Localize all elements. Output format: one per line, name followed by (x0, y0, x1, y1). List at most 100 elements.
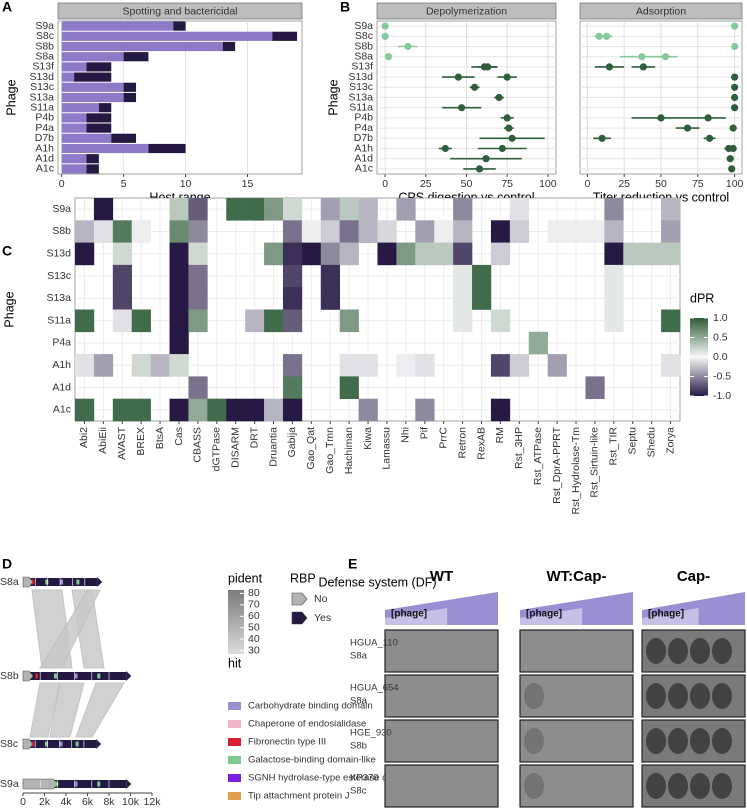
heat-cell (301, 242, 322, 266)
domain-box (74, 673, 78, 679)
y-tick-label: S8a (354, 50, 373, 62)
x-tick-label: 25 (420, 178, 432, 190)
heat-cell (453, 242, 473, 266)
heat-cell (131, 398, 151, 422)
colorbar-label: 0.5 (713, 331, 728, 343)
y-tick-label: A1c (53, 404, 71, 416)
x-tick-label: RexAB (475, 427, 487, 460)
gene-no (22, 778, 60, 790)
bar (123, 82, 137, 92)
point (729, 144, 737, 153)
heat-cell (188, 376, 208, 399)
gene-no (22, 738, 34, 750)
y-tick-label: S9a (354, 20, 373, 32)
panel-letter: C (2, 243, 12, 259)
point (729, 124, 737, 132)
x-tick-label: 100 (539, 178, 557, 190)
heat-cell (642, 242, 662, 266)
domain-box (74, 781, 78, 787)
y-tick-label: S13a (348, 91, 373, 103)
x-tick-label: Shedu (645, 427, 657, 458)
x-tick-label: Cas (173, 427, 185, 446)
heat-cell (169, 309, 189, 333)
x-tick-label: Nhi (400, 427, 412, 443)
heat-cell (282, 309, 303, 333)
x-tick-label: 0 (20, 796, 26, 808)
y-tick-label: S8c (355, 30, 373, 42)
y-axis-title: Phage (4, 79, 18, 115)
domain-box (76, 579, 80, 585)
point (731, 42, 739, 51)
y-tick-label: S9a (52, 203, 71, 215)
point (503, 114, 511, 122)
heat-cell (661, 198, 681, 221)
facet-strip (579, 2, 743, 20)
y-tick-label: S9a (35, 20, 54, 32)
heat-cell (358, 354, 378, 377)
gradient-wedge-light (520, 608, 583, 625)
facet-title: Spotting and bactericidal (123, 5, 238, 17)
y-tick-label: S11a (47, 314, 71, 326)
heat-cell (207, 398, 227, 422)
panel-letter: D (2, 556, 12, 572)
heat-cell (320, 264, 340, 288)
heat-cell (282, 220, 303, 243)
y-tick-label: S8a (35, 50, 54, 62)
heat-cell (320, 242, 340, 266)
heat-cell (226, 198, 246, 221)
x-tick-label: 0 (584, 178, 590, 190)
point (731, 93, 739, 102)
row-label: S8c (350, 786, 367, 797)
homology-ribbon (49, 682, 85, 738)
x-tick-label: Lamassu (381, 427, 393, 470)
plaque (712, 638, 732, 664)
heat-cell (604, 242, 624, 266)
heat-cell (453, 309, 473, 333)
plaque (690, 638, 710, 664)
domain-box (60, 579, 64, 585)
plaque (668, 728, 688, 754)
heat-cell (320, 220, 340, 243)
point (441, 144, 449, 153)
heat-cell (245, 309, 265, 333)
x-tick-label: dGTPase (211, 427, 223, 472)
point (404, 42, 412, 51)
heat-cell (320, 198, 340, 221)
point (454, 73, 462, 81)
y-tick-label: S13d (29, 71, 54, 83)
plate (384, 674, 499, 718)
y-tick-label: D7b (354, 132, 373, 144)
heat-cell (264, 198, 284, 221)
heat-cell (358, 398, 378, 422)
bar (74, 72, 112, 82)
point (683, 124, 692, 132)
legend-title: RBP (290, 571, 316, 585)
legend-arrow (291, 611, 308, 625)
y-axis-title: Phage (2, 291, 16, 327)
bar (98, 103, 112, 113)
heat-cell (112, 264, 133, 288)
domain-box (59, 741, 63, 747)
genome-label: S8b (0, 670, 19, 682)
domain-box (45, 579, 49, 585)
point (381, 22, 389, 30)
y-tick-label: S13f (351, 61, 373, 73)
heat-cell (282, 376, 303, 399)
x-tick-label: Pif (419, 427, 431, 439)
colorbar-label: 80 (248, 587, 260, 599)
bar (111, 133, 137, 143)
heat-cell (188, 242, 208, 266)
legend-swatch (228, 720, 241, 728)
column-title: WT:Cap- (547, 568, 607, 585)
point (503, 73, 511, 81)
heat-cell (453, 287, 473, 310)
point (731, 83, 739, 91)
bar (61, 62, 87, 72)
bar (61, 123, 87, 133)
panel-letter: B (340, 0, 350, 15)
heat-cell (282, 287, 303, 310)
facet-strip (376, 2, 557, 20)
bar (61, 143, 149, 154)
colorbar-label: 60 (248, 610, 260, 622)
heat-cell (131, 309, 151, 333)
